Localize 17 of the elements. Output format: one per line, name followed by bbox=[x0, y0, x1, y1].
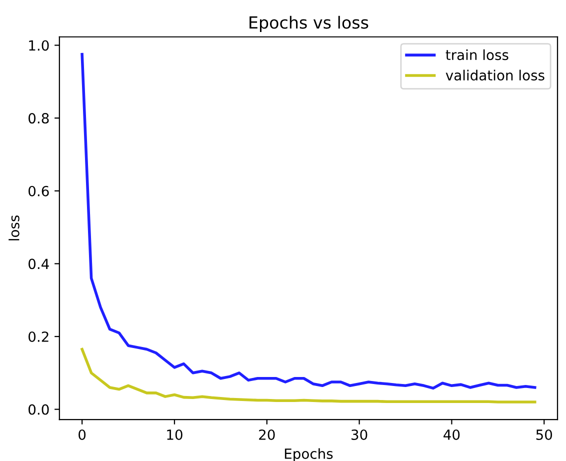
y-tick-label: 0.4 bbox=[28, 258, 49, 270]
x-tick-label: 50 bbox=[536, 429, 552, 440]
x-tick-label: 20 bbox=[259, 429, 275, 440]
x-tick-label: 0 bbox=[78, 429, 86, 440]
y-tick-label: 0.6 bbox=[28, 186, 49, 196]
line-series bbox=[80, 348, 536, 404]
y-tick-label: 1.0 bbox=[29, 40, 49, 51]
legend-label: train loss bbox=[446, 49, 508, 60]
x-tick-label: 10 bbox=[167, 429, 182, 440]
y-axis-title: loss bbox=[8, 215, 20, 240]
x-tick-label: 30 bbox=[352, 429, 368, 440]
legend-label: validation loss bbox=[446, 70, 544, 81]
chart-title: Epochs vs loss bbox=[250, 16, 368, 32]
y-tick-label: 0.2 bbox=[28, 331, 48, 342]
y-tick-label: 0.8 bbox=[28, 113, 49, 124]
x-tick-label: 40 bbox=[444, 429, 460, 440]
y-tick-label: 0.0 bbox=[28, 404, 49, 415]
